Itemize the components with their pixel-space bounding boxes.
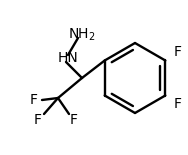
Text: F: F	[173, 46, 181, 60]
Text: F: F	[30, 93, 38, 107]
Text: F: F	[173, 97, 181, 111]
Text: F: F	[70, 113, 78, 127]
Text: F: F	[34, 113, 42, 127]
Text: NH$_2$: NH$_2$	[68, 27, 96, 43]
Text: HN: HN	[58, 51, 79, 65]
